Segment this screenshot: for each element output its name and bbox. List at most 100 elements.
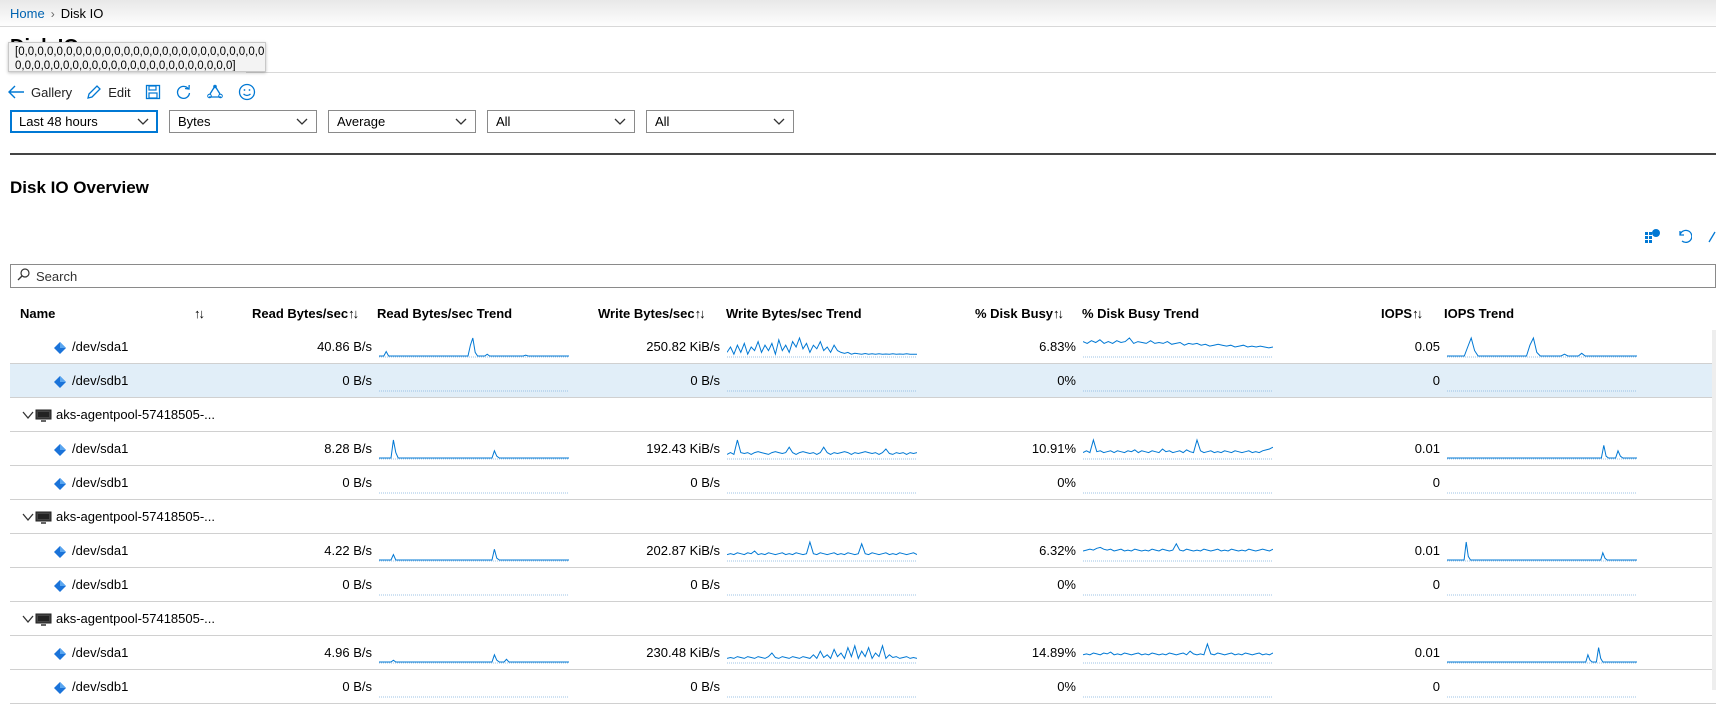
write-bytes-value: 192.43 KiB/s bbox=[646, 441, 720, 456]
column-header-iops[interactable]: IOPS↑↓ bbox=[1381, 306, 1423, 321]
feedback-button[interactable] bbox=[238, 83, 256, 101]
disk-row[interactable]: /dev/sdb1 0 B/s 0 B/s 0% 0 bbox=[10, 670, 1716, 704]
column-header-busy-trend[interactable]: % Disk Busy Trend bbox=[1082, 306, 1199, 321]
iops-trend-sparkline bbox=[1447, 647, 1637, 664]
toolbar: Gallery Edit bbox=[8, 82, 270, 102]
iops-trend-sparkline bbox=[1447, 696, 1637, 698]
iops-trend-sparkline bbox=[1447, 336, 1637, 358]
divider bbox=[246, 72, 1716, 73]
edit-button[interactable]: Edit bbox=[86, 84, 131, 100]
chevron-down-icon[interactable] bbox=[22, 500, 34, 534]
column-header-iops-trend[interactable]: IOPS Trend bbox=[1444, 306, 1514, 321]
sort-name-button[interactable]: ↑↓ bbox=[194, 306, 205, 321]
sparkline-series bbox=[727, 336, 917, 357]
aggregation-dropdown[interactable]: Average bbox=[328, 110, 476, 133]
workbook-settings-button[interactable] bbox=[206, 84, 224, 101]
write-trend-sparkline bbox=[727, 540, 917, 562]
node-name: aks-agentpool-57418505-... bbox=[56, 407, 216, 422]
node-name: aks-agentpool-57418505-... bbox=[56, 509, 216, 524]
read-trend-sparkline bbox=[379, 549, 569, 562]
node-group-row[interactable]: aks-agentpool-57418505-... bbox=[10, 500, 1716, 534]
column-header-iops-label: IOPS bbox=[1381, 306, 1413, 321]
undo-icon[interactable] bbox=[1676, 228, 1693, 249]
disk-icon bbox=[54, 466, 66, 500]
write-bytes-value: 0 B/s bbox=[690, 475, 720, 490]
gallery-button[interactable]: Gallery bbox=[8, 85, 72, 100]
read-bytes-value: 0 B/s bbox=[342, 577, 372, 592]
node-group-row[interactable]: aks-agentpool-57418505-... bbox=[10, 602, 1716, 636]
disk-icon bbox=[54, 432, 66, 466]
disk-busy-value: 0% bbox=[1057, 373, 1076, 388]
column-header-write-trend[interactable]: Write Bytes/sec Trend bbox=[726, 306, 862, 321]
busy-trend-sparkline bbox=[1083, 492, 1273, 494]
export-grid-icon[interactable] bbox=[1644, 228, 1660, 249]
read-trend-sparkline bbox=[379, 492, 569, 494]
node-name: aks-agentpool-57418505-... bbox=[56, 611, 216, 626]
sparkline-series bbox=[1447, 336, 1637, 357]
column-header-write[interactable]: Write Bytes/sec↑↓ bbox=[598, 306, 706, 321]
disk-row[interactable]: /dev/sda1 4.96 B/s 230.48 KiB/s 14.89% 0.01 bbox=[10, 636, 1716, 670]
column-header-busy[interactable]: % Disk Busy↑↓ bbox=[975, 306, 1064, 321]
write-bytes-value: 0 B/s bbox=[690, 679, 720, 694]
search-input[interactable]: Search bbox=[10, 264, 1716, 288]
column-header-read-trend[interactable]: Read Bytes/sec Trend bbox=[377, 306, 512, 321]
disk-name: /dev/sda1 bbox=[72, 441, 129, 456]
sparkline-series bbox=[1083, 337, 1273, 349]
column-header-read[interactable]: Read Bytes/sec↑↓ bbox=[252, 306, 359, 321]
disk-row[interactable]: /dev/sda1 8.28 B/s 192.43 KiB/s 10.91% 0.01 bbox=[10, 432, 1716, 466]
read-bytes-value: 4.96 B/s bbox=[324, 645, 372, 660]
chevron-down-icon[interactable] bbox=[22, 398, 34, 432]
read-bytes-value: 40.86 B/s bbox=[317, 339, 372, 354]
disk-row[interactable]: /dev/sdb1 0 B/s 0 B/s 0% 0 bbox=[10, 568, 1716, 602]
disk-name: /dev/sdb1 bbox=[72, 373, 129, 388]
chevron-down-icon bbox=[296, 114, 308, 129]
chevron-down-icon bbox=[455, 114, 467, 129]
iops-value: 0.05 bbox=[1414, 339, 1440, 354]
disk-filter-value: All bbox=[655, 114, 670, 129]
disk-name: /dev/sdb1 bbox=[72, 679, 129, 694]
disk-row[interactable]: /dev/sdb1 0 B/s 0 B/s 0% 0 bbox=[10, 364, 1716, 398]
disk-name: /dev/sdb1 bbox=[72, 577, 129, 592]
column-header-iops-trend-label: IOPS Trend bbox=[1444, 306, 1515, 321]
sparkline-series bbox=[1083, 642, 1273, 656]
read-trend-sparkline bbox=[379, 439, 569, 460]
top-bar-background bbox=[0, 0, 1716, 28]
iops-trend-sparkline bbox=[1447, 390, 1637, 392]
expand-icon[interactable] bbox=[1708, 228, 1716, 249]
write-trend-sparkline bbox=[727, 492, 917, 494]
write-bytes-value: 0 B/s bbox=[690, 373, 720, 388]
chevron-down-icon bbox=[773, 114, 785, 129]
disk-row[interactable]: /dev/sda1 40.86 B/s 250.82 KiB/s 6.83% 0.05 bbox=[10, 330, 1716, 364]
unit-dropdown[interactable]: Bytes bbox=[169, 110, 317, 133]
disk-filter-dropdown[interactable]: All bbox=[646, 110, 794, 133]
node-filter-dropdown[interactable]: All bbox=[487, 110, 635, 133]
sparkline-series bbox=[379, 653, 569, 663]
sparkline-series bbox=[727, 540, 917, 556]
iops-value: 0 bbox=[1432, 679, 1440, 694]
write-trend-sparkline bbox=[727, 390, 917, 392]
write-bytes-value: 250.82 KiB/s bbox=[646, 339, 720, 354]
refresh-button[interactable] bbox=[175, 84, 192, 101]
chevron-down-icon[interactable] bbox=[22, 602, 34, 636]
grid-toolbar bbox=[1644, 228, 1716, 249]
column-header-write-trend-label: Write Bytes/sec Trend bbox=[726, 306, 862, 321]
disk-icon bbox=[54, 364, 66, 398]
read-trend-sparkline bbox=[379, 337, 569, 358]
node-group-row[interactable]: aks-agentpool-57418505-... bbox=[10, 398, 1716, 432]
read-bytes-value: 8.28 B/s bbox=[324, 441, 372, 456]
breadcrumb-home-link[interactable]: Home bbox=[10, 6, 45, 21]
disk-icon bbox=[54, 670, 66, 704]
busy-trend-sparkline bbox=[1083, 337, 1273, 358]
sort-icon: ↑↓ bbox=[1053, 306, 1064, 321]
iops-trend-sparkline bbox=[1447, 541, 1637, 562]
column-header-name[interactable]: Name bbox=[20, 306, 55, 321]
disk-row[interactable]: /dev/sda1 4.22 B/s 202.87 KiB/s 6.32% 0.01 bbox=[10, 534, 1716, 568]
time-range-dropdown[interactable]: Last 48 hours bbox=[10, 110, 158, 133]
column-header-busy-label: % Disk Busy bbox=[975, 306, 1054, 321]
save-button[interactable] bbox=[145, 84, 161, 100]
disk-row[interactable]: /dev/sdb1 0 B/s 0 B/s 0% 0 bbox=[10, 466, 1716, 500]
sparkline-series bbox=[727, 644, 917, 660]
sort-icon: ↑↓ bbox=[348, 306, 359, 321]
grid-scrollbar[interactable] bbox=[1712, 330, 1716, 690]
disk-busy-value: 0% bbox=[1057, 679, 1076, 694]
